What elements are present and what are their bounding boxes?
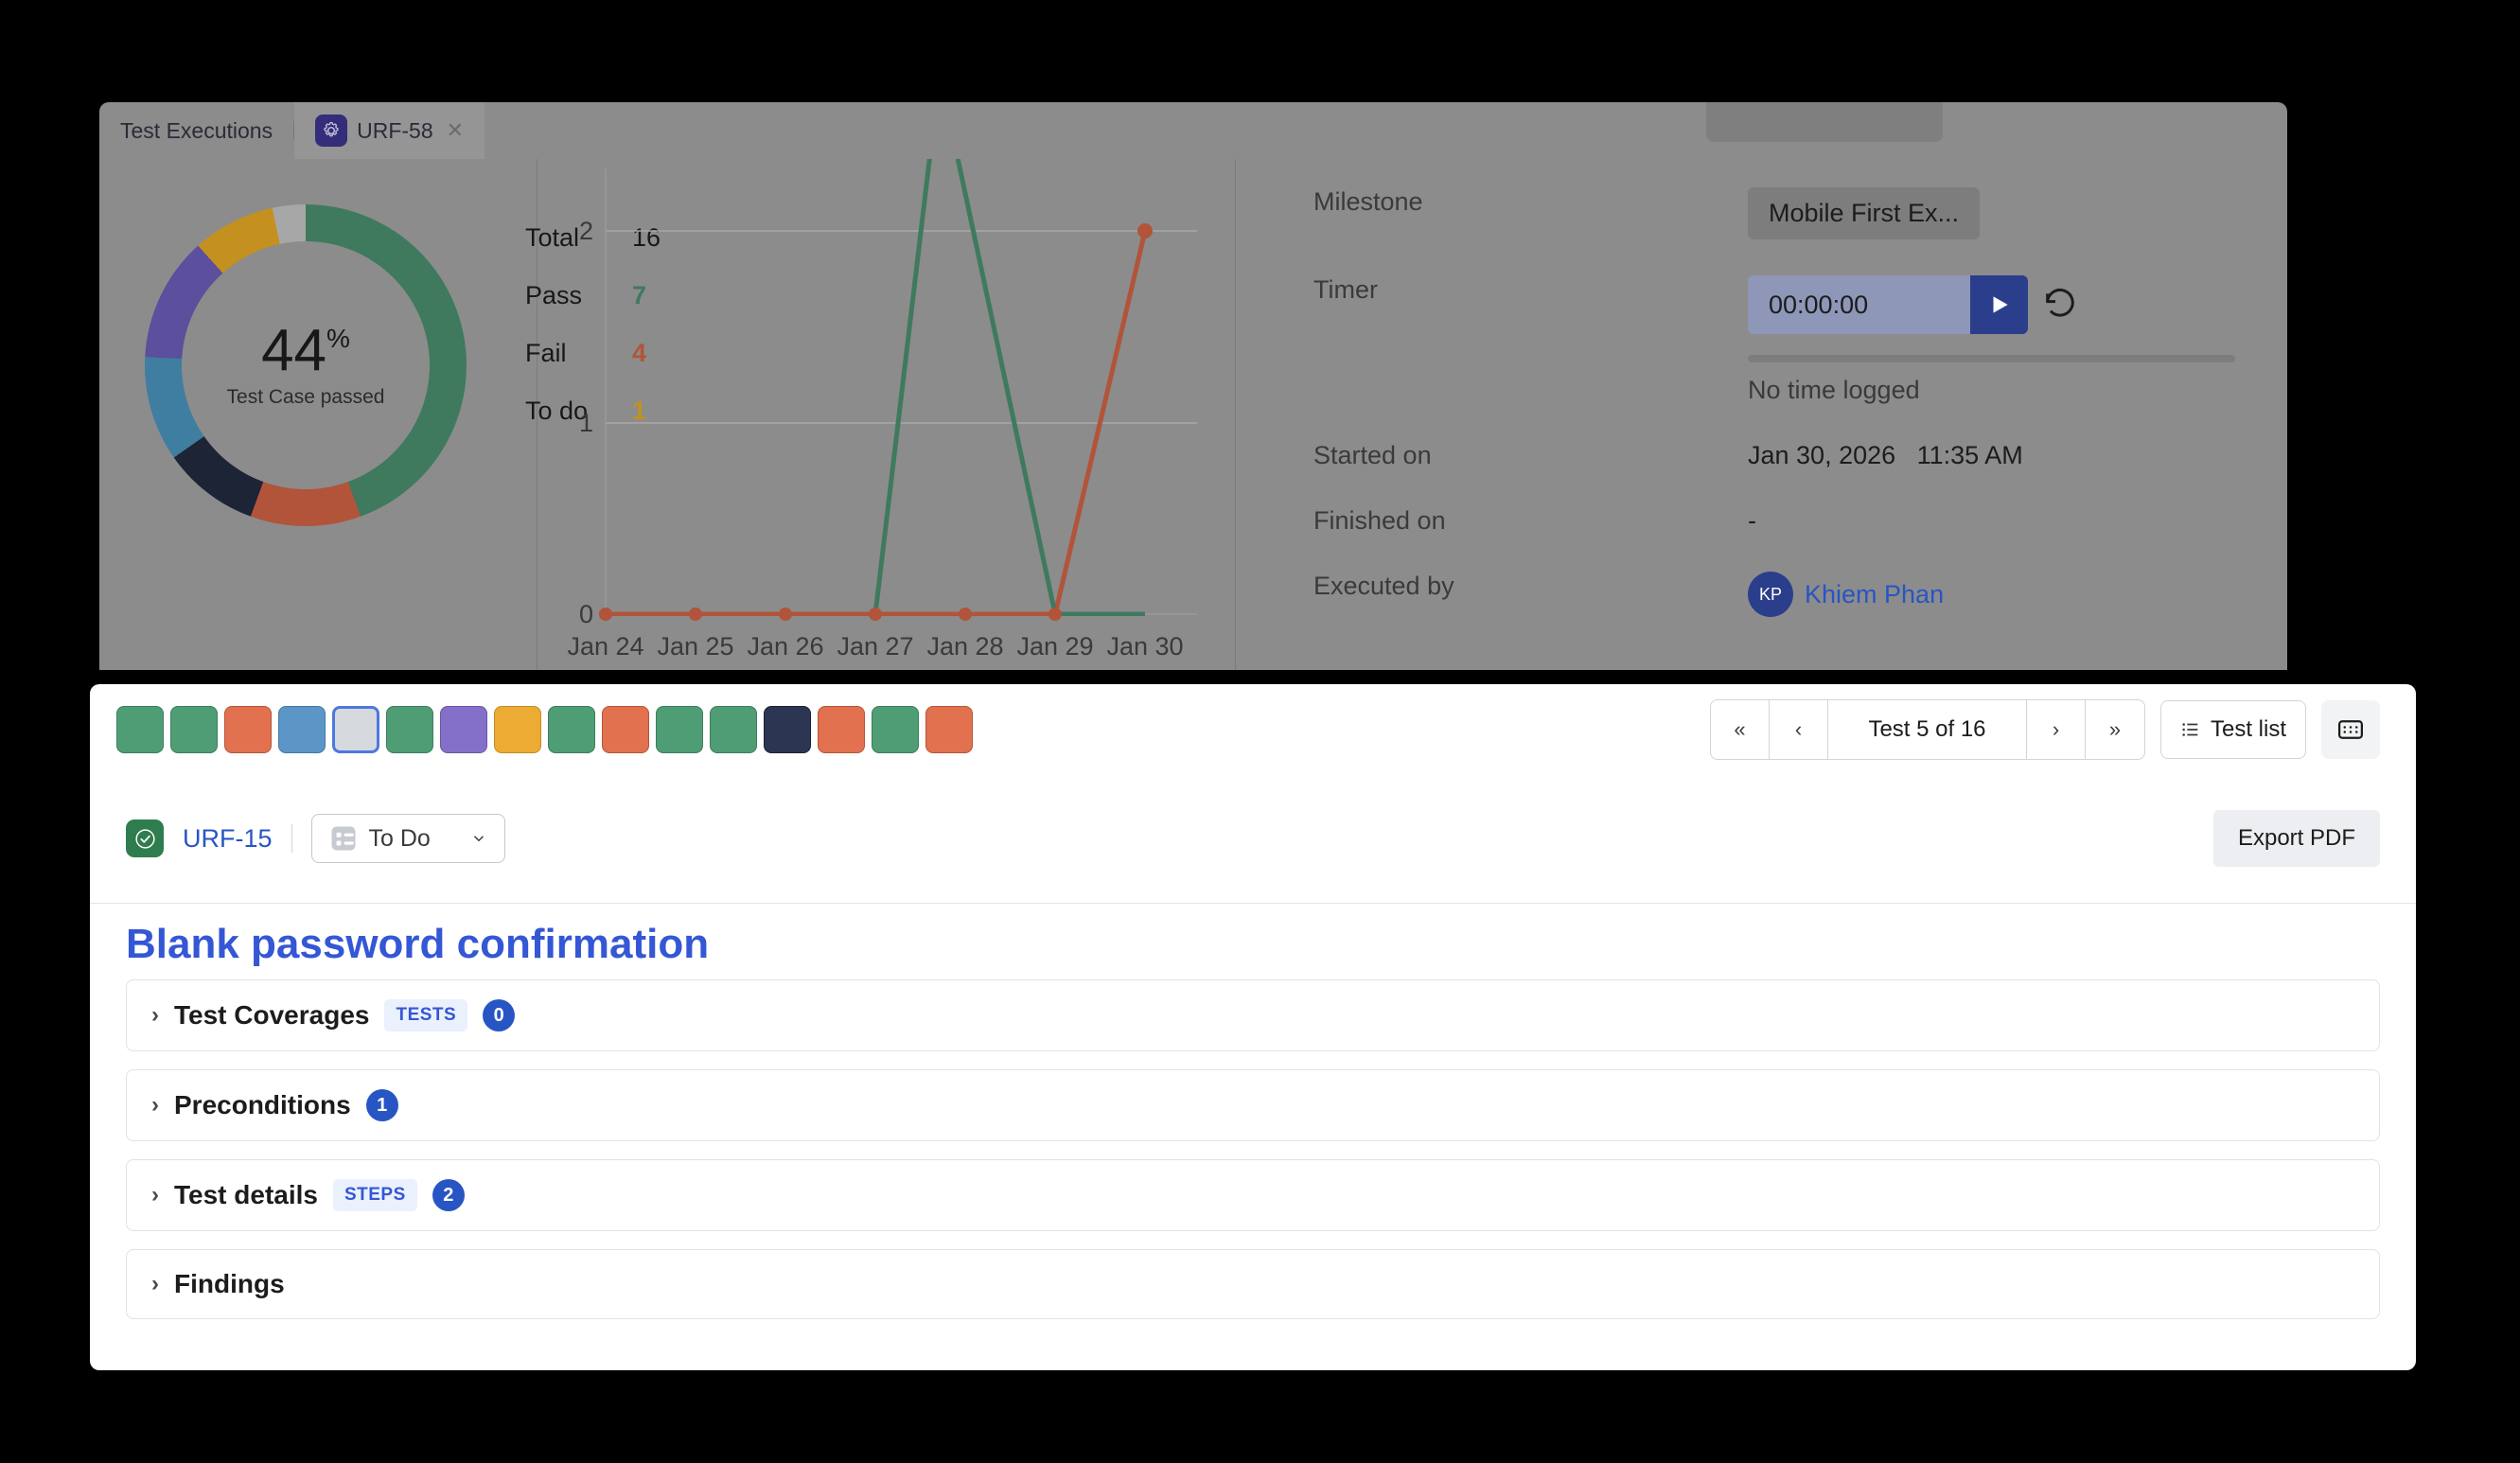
svg-text:Jan 24: Jan 24 (567, 632, 643, 661)
svg-text:1: 1 (579, 409, 593, 437)
svg-text:Jan 29: Jan 29 (1016, 632, 1093, 661)
svg-text:Jan 27: Jan 27 (837, 632, 913, 661)
svg-text:2: 2 (579, 217, 593, 245)
svg-text:Jan 30: Jan 30 (1106, 632, 1183, 661)
svg-text:Jan 28: Jan 28 (926, 632, 1003, 661)
svg-text:Jan 26: Jan 26 (747, 632, 823, 661)
svg-text:Jan 25: Jan 25 (657, 632, 733, 661)
svg-text:0: 0 (579, 600, 593, 628)
